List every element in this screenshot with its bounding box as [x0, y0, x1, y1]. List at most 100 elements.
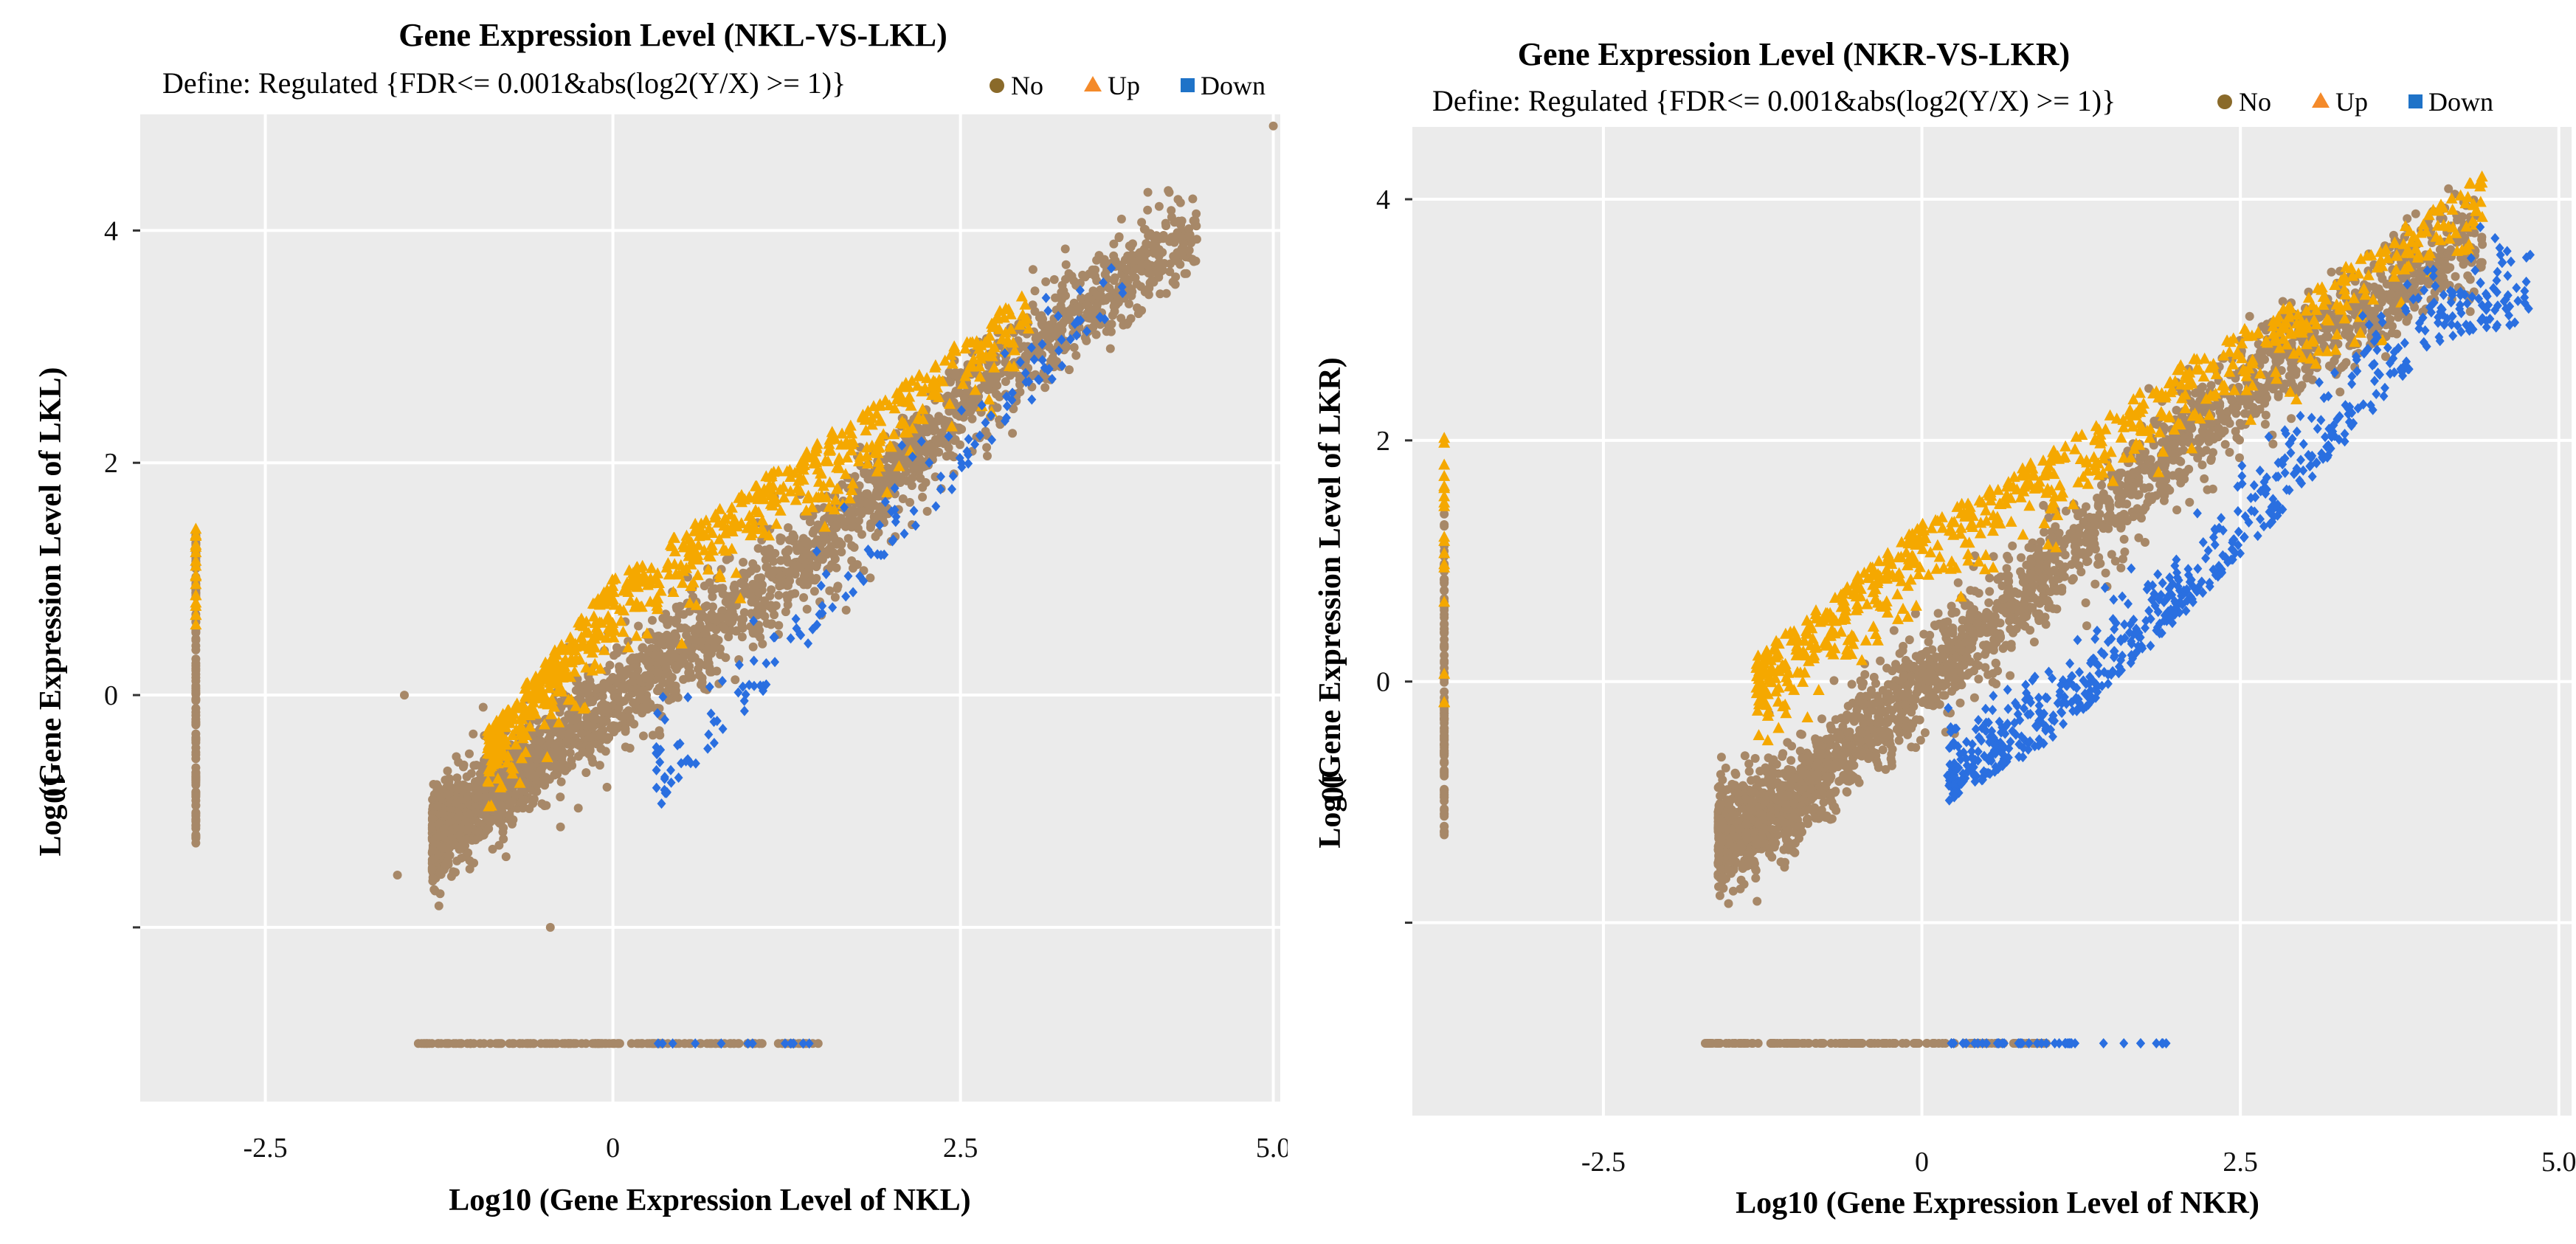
point-no — [585, 743, 595, 753]
point-down — [925, 457, 934, 469]
point-no — [463, 848, 473, 857]
point-no — [1071, 350, 1081, 360]
point-no-strip — [614, 1039, 624, 1048]
point-no — [443, 766, 452, 775]
point-up — [988, 341, 1001, 353]
y-axis-label: Log (Gene Expression Level of LKL) — [34, 367, 68, 856]
point-no-outlier — [1268, 121, 1278, 131]
point-up — [899, 418, 911, 429]
point-no — [480, 792, 490, 801]
point-no-strip — [191, 801, 201, 810]
point-up — [549, 671, 562, 683]
point-up — [548, 700, 561, 712]
point-no — [610, 651, 618, 660]
point-down — [786, 633, 795, 644]
point-up — [913, 370, 925, 381]
point-no — [620, 697, 629, 705]
point-up — [482, 742, 494, 753]
point-down — [652, 764, 661, 775]
point-no — [1170, 232, 1180, 241]
point-no — [535, 728, 545, 738]
point-up — [751, 491, 764, 502]
point-down — [1070, 319, 1080, 329]
point-down — [849, 587, 858, 598]
point-no — [813, 553, 823, 563]
point-no — [1099, 255, 1109, 264]
point-no — [1028, 265, 1037, 274]
point-no — [474, 818, 483, 828]
point-down — [975, 430, 984, 441]
point-no — [1106, 327, 1116, 336]
point-no — [914, 427, 924, 437]
point-up — [510, 738, 522, 750]
point-no-strip — [505, 1039, 514, 1048]
point-up — [829, 494, 842, 505]
point-no — [1001, 377, 1010, 387]
point-down — [964, 434, 973, 445]
chart-panel-right: Gene Expression Level (NKR-VS-LKR) Defin… — [1288, 0, 2576, 1244]
point-no — [2090, 579, 2100, 589]
point-no — [617, 683, 626, 692]
point-no — [680, 623, 690, 633]
point-no — [1057, 280, 1067, 290]
point-down — [964, 458, 973, 469]
point-no — [1173, 195, 1183, 204]
point-down — [733, 687, 743, 698]
point-up — [506, 767, 519, 779]
point-up — [815, 467, 827, 479]
point-down — [1107, 263, 1116, 274]
point-no — [739, 558, 748, 567]
chart-panel-left: Gene Expression Level (NKL-VS-LKL) Defin… — [34, 17, 1288, 1217]
point-up — [587, 610, 600, 622]
point-up — [541, 750, 553, 762]
point-no-strip — [571, 1039, 581, 1048]
point-no — [583, 719, 592, 729]
point-no — [1092, 276, 1102, 286]
point-up — [891, 393, 903, 404]
point-down — [818, 601, 827, 612]
point-up — [1017, 308, 1029, 320]
point-up-strip — [190, 578, 202, 590]
point-up — [691, 569, 704, 581]
point-up — [608, 598, 621, 610]
point-no — [720, 624, 730, 634]
y-tick-label-3: 4 — [104, 215, 118, 246]
point-no — [462, 772, 472, 781]
point-up — [916, 403, 929, 415]
point-no — [529, 795, 539, 804]
point-no — [499, 834, 508, 844]
point-no — [754, 588, 764, 598]
point-no-strip — [191, 743, 201, 753]
point-up — [756, 514, 769, 525]
point-down — [890, 483, 899, 494]
point-no — [1177, 250, 1187, 260]
point-no — [1116, 214, 1126, 224]
point-up — [687, 553, 700, 564]
point-no — [750, 598, 760, 607]
point-no-strip — [191, 669, 201, 679]
point-no — [471, 835, 480, 845]
point-no — [450, 840, 460, 849]
point-no — [1144, 269, 1153, 278]
y-axis-label-text: Log (Gene Expression Level of LKL) — [34, 367, 68, 856]
point-down — [815, 609, 824, 620]
point-up — [734, 592, 747, 604]
point-no — [774, 621, 784, 630]
point-no — [655, 730, 665, 740]
point-no — [501, 852, 511, 862]
point-no — [701, 629, 711, 638]
point-up — [893, 460, 905, 471]
point-up — [485, 799, 497, 811]
point-no — [434, 901, 443, 910]
point-no — [664, 685, 674, 694]
point-down — [652, 742, 661, 753]
point-no — [1143, 187, 1153, 197]
point-up — [959, 342, 972, 354]
point-up — [495, 779, 508, 791]
point-no — [429, 885, 439, 894]
point-no — [2220, 440, 2230, 449]
point-no — [536, 765, 546, 775]
point-down — [1000, 348, 1009, 359]
point-no — [2451, 272, 2460, 281]
